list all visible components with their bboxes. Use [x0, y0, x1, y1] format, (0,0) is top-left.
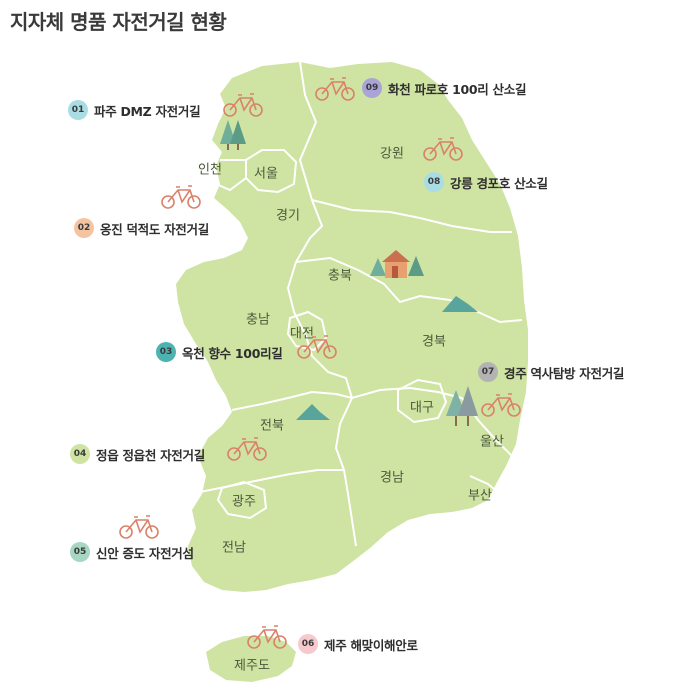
region-daejeon: 대전 [290, 326, 314, 342]
route-callout-08[interactable]: 08 강릉 경포호 산소길 [424, 172, 548, 192]
region-jeju: 제주도 [234, 658, 270, 674]
region-chungnam: 충남 [246, 312, 270, 328]
bicycle-icons [119, 77, 521, 649]
route-callout-09[interactable]: 09 화천 파로호 100리 산소길 [362, 78, 526, 98]
route-name: 파주 DMZ 자전거길 [94, 103, 201, 119]
route-number-badge: 04 [70, 444, 90, 464]
route-name: 강릉 경포호 산소길 [450, 175, 548, 191]
bicycle-icon [315, 77, 355, 101]
route-callout-02[interactable]: 02 옹진 덕적도 자전거길 [74, 218, 209, 238]
route-number-badge: 07 [478, 362, 498, 382]
region-gyeongnam: 경남 [380, 470, 404, 486]
route-name: 정읍 정읍천 자전거길 [96, 447, 205, 463]
route-name: 제주 해맞이해안로 [324, 637, 418, 653]
region-gwangju: 광주 [232, 494, 256, 510]
bicycle-icon [481, 393, 521, 417]
region-chungbuk: 충북 [328, 268, 352, 284]
page-title: 지자체 명품 자전거길 현황 [10, 10, 227, 34]
route-callout-04[interactable]: 04 정읍 정읍천 자전거길 [70, 444, 205, 464]
jeju-shape [206, 636, 296, 682]
bicycle-icon [227, 437, 267, 461]
route-name: 신안 증도 자전거섬 [96, 545, 194, 561]
bicycle-icon [297, 335, 337, 359]
bicycle-icon [161, 185, 201, 209]
route-callout-03[interactable]: 03 옥천 향수 100리길 [156, 342, 283, 362]
route-number-badge: 08 [424, 172, 444, 192]
bicycle-icon [247, 625, 287, 649]
region-seoul: 서울 [254, 166, 278, 182]
region-gyeonggi: 경기 [276, 208, 300, 224]
route-number-badge: 02 [74, 218, 94, 238]
mainland-shape [176, 62, 528, 592]
route-number-badge: 06 [298, 634, 318, 654]
region-jeonbuk: 전북 [260, 418, 284, 434]
route-number-badge: 03 [156, 342, 176, 362]
region-daegu: 대구 [410, 400, 434, 416]
house-icon [382, 250, 410, 278]
route-name: 옹진 덕적도 자전거길 [100, 221, 209, 237]
region-incheon: 인천 [198, 162, 222, 178]
region-ulsan: 울산 [480, 434, 504, 450]
route-name: 옥천 향수 100리길 [182, 345, 283, 361]
route-name: 화천 파로호 100리 산소길 [388, 81, 527, 97]
route-number-badge: 01 [68, 100, 88, 120]
tree-icons [220, 120, 478, 426]
route-callout-06[interactable]: 06 제주 해맞이해안로 [298, 634, 418, 654]
route-callout-05[interactable]: 05 신안 증도 자전거섬 [70, 542, 194, 562]
route-number-badge: 05 [70, 542, 90, 562]
bicycle-icon [119, 515, 159, 539]
route-callout-07[interactable]: 07 경주 역사탐방 자전거길 [478, 362, 624, 382]
region-jeonnam: 전남 [222, 540, 246, 556]
route-callout-01[interactable]: 01 파주 DMZ 자전거길 [68, 100, 201, 120]
bicycle-icon [423, 137, 463, 161]
route-number-badge: 09 [362, 78, 382, 98]
region-gangwon: 강원 [380, 146, 404, 162]
region-gyeongbuk: 경북 [422, 334, 446, 350]
region-busan: 부산 [468, 488, 492, 504]
mountain-icons [296, 296, 478, 420]
route-name: 경주 역사탐방 자전거길 [504, 365, 625, 381]
bicycle-icon [223, 93, 263, 117]
